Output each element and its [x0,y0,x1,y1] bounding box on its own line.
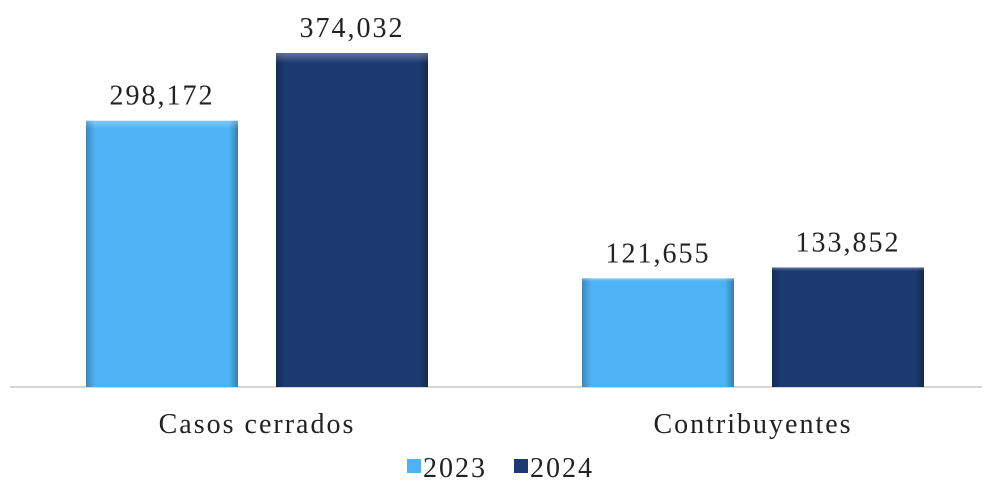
bar-bevel [276,53,428,387]
x-tick-label: Contribuyentes [653,409,852,440]
x-tick-label: Casos cerrados [159,409,356,440]
legend-swatch [514,459,528,473]
data-label: 298,172 [110,81,215,112]
data-label: 133,852 [796,227,901,258]
legend-label: 2024 [530,453,594,484]
bar-bevel [582,278,734,387]
legend-label: 2023 [423,453,487,484]
bar-bevel [772,267,924,387]
data-label: 374,032 [300,13,405,44]
bar-bevel [86,120,238,387]
data-label: 121,655 [606,238,711,269]
legend-swatch [407,459,421,473]
